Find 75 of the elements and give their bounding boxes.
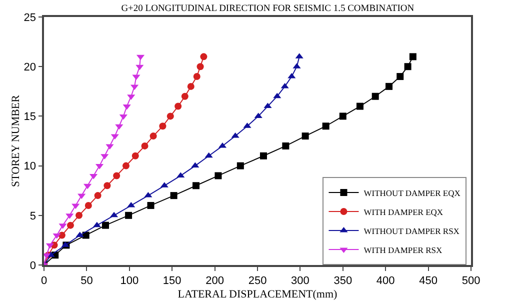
point — [159, 122, 166, 130]
x-tick-label: 450 — [419, 274, 438, 287]
point — [372, 92, 379, 100]
point — [150, 132, 157, 140]
x-tick-label: 50 — [80, 274, 93, 287]
point — [122, 162, 130, 170]
point — [386, 82, 393, 90]
point — [409, 53, 416, 60]
y-tick-label: 15 — [24, 111, 36, 124]
y-tick-label: 20 — [24, 61, 36, 74]
point — [125, 212, 132, 219]
point — [119, 114, 128, 120]
point — [200, 53, 208, 60]
y-tick-label: 10 — [24, 160, 36, 173]
point — [113, 172, 120, 180]
point — [110, 134, 119, 140]
chart-title: G+20 LONGITUDINAL DIRECTION FOR SEISMIC 1.5 COMBINATION — [121, 4, 414, 14]
x-tick-label: 300 — [291, 274, 310, 287]
point — [396, 73, 404, 80]
point — [404, 63, 412, 70]
x-axis-title: LATERAL DISPLACEMENT(mm) — [178, 288, 338, 301]
point — [302, 132, 309, 140]
point — [170, 192, 178, 200]
point — [174, 102, 182, 110]
point — [94, 192, 102, 200]
x-tick-label: 400 — [376, 274, 395, 287]
point — [196, 63, 204, 70]
point — [132, 74, 140, 80]
point — [147, 202, 154, 209]
y-tick-label: 5 — [30, 210, 36, 222]
point — [76, 212, 83, 219]
point — [66, 222, 74, 229]
point — [84, 202, 92, 209]
point — [92, 222, 101, 228]
point — [282, 142, 290, 150]
point — [356, 102, 364, 110]
legend-label: WITHOUT DAMPER RSX — [364, 226, 460, 236]
point — [191, 162, 200, 168]
x-tick-label: 500 — [462, 274, 480, 287]
point — [132, 152, 139, 160]
x-tick-label: 250 — [248, 274, 267, 287]
point — [181, 92, 188, 100]
point — [322, 122, 330, 130]
point — [192, 182, 200, 190]
point — [187, 82, 194, 90]
point — [78, 194, 86, 200]
legend-label: WITHOUT DAMPER EQX — [364, 188, 460, 198]
point — [260, 152, 267, 160]
point — [115, 124, 124, 130]
point — [127, 202, 136, 208]
point — [273, 92, 282, 98]
point — [339, 112, 346, 120]
point — [104, 182, 111, 190]
legend-label: WITH DAMPER RSX — [364, 244, 442, 255]
x-tick-label: 100 — [120, 274, 139, 287]
y-axis-title: STOREY NUMBER — [10, 94, 22, 187]
point — [52, 233, 61, 239]
x-tick-label: 200 — [206, 274, 224, 287]
point — [84, 184, 92, 190]
point — [280, 82, 289, 88]
x-tick-label: 350 — [334, 274, 352, 287]
legend-label: WITH DAMPER EQX — [364, 206, 444, 217]
point — [102, 222, 109, 229]
point — [136, 64, 144, 70]
y-tick-label: 0 — [30, 260, 36, 272]
point — [204, 152, 213, 158]
point — [166, 112, 174, 120]
y-tick-label: 25 — [24, 12, 36, 24]
point — [141, 142, 148, 150]
point — [193, 73, 200, 80]
x-tick-label: 150 — [162, 274, 182, 287]
point — [214, 172, 222, 180]
x-tick-label: 0 — [40, 274, 48, 287]
point — [236, 162, 244, 170]
point — [264, 102, 272, 108]
